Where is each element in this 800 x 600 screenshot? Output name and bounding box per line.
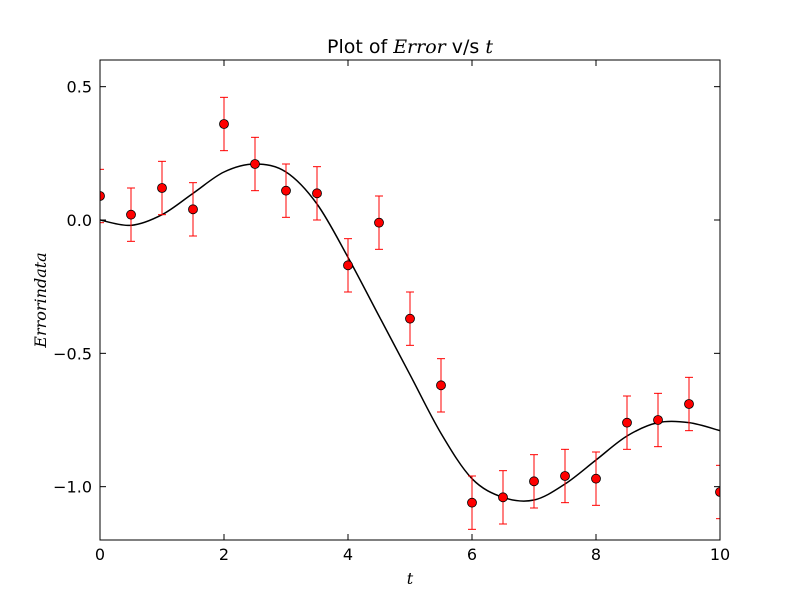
data-point: [126, 187, 136, 242]
data-point: [436, 358, 446, 413]
data-point: [250, 136, 260, 192]
y-tick-label: 0.5: [67, 78, 92, 97]
x-tick-label: 8: [591, 545, 601, 564]
data-marker: [715, 487, 720, 497]
plot-clip-group: [100, 96, 720, 530]
data-marker: [529, 476, 539, 487]
x-tick-label: 0: [95, 545, 105, 564]
data-point: [622, 395, 632, 450]
y-tick-label: −1.0: [53, 478, 92, 497]
data-marker: [436, 380, 446, 391]
x-tick-label: 10: [710, 545, 730, 564]
data-point: [715, 464, 720, 520]
data-marker: [219, 119, 229, 129]
plot-area: [100, 96, 720, 530]
title-middle: v/s: [446, 36, 486, 58]
data-point: [498, 470, 508, 525]
axes-frame: [99, 59, 721, 541]
data-point: [653, 392, 663, 448]
axis-ticks: 0 2 4 6 8 10 0.5 0.0 −0.5 −1.0: [53, 60, 730, 564]
data-marker: [188, 204, 198, 215]
data-marker: [653, 415, 663, 425]
title-prefix: Plot of: [327, 36, 393, 58]
data-point: [374, 195, 384, 250]
data-point: [343, 238, 353, 293]
data-marker: [591, 473, 601, 484]
x-tick-label: 6: [467, 545, 477, 564]
x-tick-label: 2: [219, 545, 229, 564]
data-point: [219, 96, 229, 152]
x-axis-label: t: [407, 569, 414, 588]
data-marker: [343, 260, 353, 271]
data-marker: [498, 492, 508, 503]
data-marker: [312, 188, 322, 199]
fit-curve-line: [100, 163, 720, 502]
data-point: [188, 182, 198, 237]
data-marker: [281, 185, 291, 196]
title-var-error: Error: [392, 36, 447, 58]
chart-title: Plot of Error v/s t: [327, 36, 493, 58]
data-marker: [684, 399, 694, 409]
data-point: [467, 475, 477, 530]
data-marker: [467, 497, 477, 508]
data-marker: [100, 191, 105, 201]
data-marker: [374, 217, 384, 228]
data-marker: [622, 417, 632, 428]
data-marker: [405, 313, 415, 324]
data-point: [529, 454, 539, 509]
data-marker: [560, 471, 570, 481]
x-tick-label: 4: [343, 545, 353, 564]
data-point: [312, 166, 322, 221]
data-point: [405, 291, 415, 346]
data-point: [560, 448, 570, 504]
data-point: [100, 168, 105, 224]
data-marker: [157, 183, 167, 193]
data-point: [591, 451, 601, 506]
data-point: [281, 163, 291, 218]
title-var-t: t: [485, 36, 493, 58]
y-tick-label: 0.0: [67, 211, 92, 230]
data-marker: [250, 159, 260, 169]
data-point: [157, 160, 167, 216]
y-tick-label: −0.5: [53, 344, 92, 363]
data-marker: [126, 209, 136, 220]
data-point: [684, 376, 694, 432]
y-axis-label: Errorindata: [31, 252, 50, 348]
